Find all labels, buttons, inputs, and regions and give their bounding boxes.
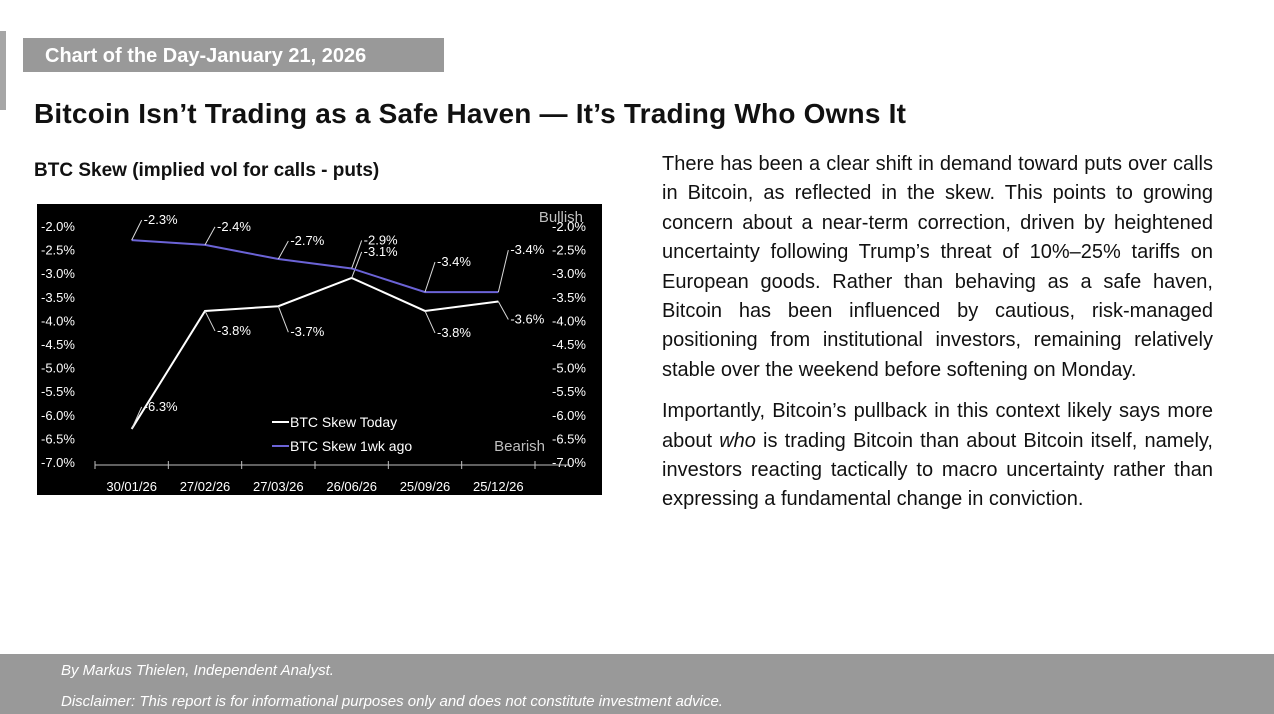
y-tick-right-2: -3.0%	[552, 266, 586, 281]
callout-leader-0-2	[277, 306, 289, 333]
y-tick-left-8: -6.0%	[41, 408, 75, 423]
y-tick-left-2: -3.0%	[41, 266, 75, 281]
chart-svg: -2.0% -2.0% -2.5% -2.5% -3.0% -3.0% -3.5% -3.5%…	[41, 209, 586, 494]
data-label-1-0: -2.3%	[144, 212, 178, 227]
y-tick-right-4: -4.0%	[552, 313, 586, 328]
data-label-1-2: -2.7%	[290, 233, 324, 248]
btc-skew-chart: -2.0% -2.0% -2.5% -2.5% -3.0% -3.0% -3.5% -3.5%…	[37, 204, 602, 495]
left-accent-bar	[0, 31, 6, 110]
commentary: There has been a clear shift in demand t…	[662, 150, 1213, 527]
disclaimer-line: Disclaimer: This report is for informati…	[61, 693, 723, 710]
data-label-1-4: -3.4%	[437, 254, 471, 269]
callout-leader-1-5	[497, 249, 509, 293]
callout-leader-0-3	[351, 251, 363, 279]
y-tick-left-6: -5.0%	[41, 361, 75, 376]
data-label-0-4: -3.8%	[437, 325, 471, 340]
callout-leader-1-4	[424, 261, 436, 293]
paragraph-2-tail: is trading Bitcoin than about Bitcoin it…	[662, 429, 1213, 511]
data-label-1-1: -2.4%	[217, 219, 251, 234]
y-tick-right-0: -2.0%	[552, 219, 586, 234]
legend-label-1: BTC Skew 1wk ago	[290, 438, 412, 454]
y-tick-left-10: -7.0%	[41, 455, 75, 470]
callout-leader-1-0	[131, 219, 143, 241]
x-tick-label-2: 27/03/26	[253, 479, 304, 494]
y-tick-right-7: -5.5%	[552, 384, 586, 399]
y-tick-right-6: -5.0%	[552, 361, 586, 376]
y-tick-right-3: -3.5%	[552, 290, 586, 305]
y-tick-left-5: -4.5%	[41, 337, 75, 352]
data-label-0-2: -3.7%	[290, 324, 324, 339]
y-tick-right-10: -7.0%	[552, 455, 586, 470]
bullish-annotation: Bullish	[539, 209, 583, 226]
paragraph-2-emphasis: who	[719, 429, 756, 452]
date-banner: Chart of the Day-January 21, 2026	[23, 38, 444, 72]
y-tick-left-0: -2.0%	[41, 219, 75, 234]
legend-label-0: BTC Skew Today	[290, 414, 397, 430]
y-tick-left-7: -5.5%	[41, 384, 75, 399]
y-tick-right-8: -6.0%	[552, 408, 586, 423]
chart-heading: BTC Skew (implied vol for calls - puts)	[34, 160, 380, 181]
y-tick-right-9: -6.5%	[552, 431, 586, 446]
data-label-1-5: -3.4%	[510, 242, 544, 257]
y-tick-left-3: -3.5%	[41, 290, 75, 305]
author-line: By Markus Thielen, Independent Analyst.	[61, 662, 334, 679]
series-line-0	[130, 276, 499, 430]
data-label-0-3: -3.1%	[364, 244, 398, 259]
x-tick-label-0: 30/01/26	[106, 479, 157, 494]
x-tick-label-5: 25/12/26	[473, 479, 524, 494]
data-label-0-1: -3.8%	[217, 323, 251, 338]
y-tick-right-5: -4.5%	[552, 337, 586, 352]
callout-leader-1-1	[204, 226, 216, 246]
commentary-paragraph-2: Importantly, Bitcoin’s pullback in this …	[662, 397, 1213, 515]
callout-leader-0-4	[424, 310, 436, 334]
y-tick-right-1: -2.5%	[552, 243, 586, 258]
paragraph-2-lead: Importantly, Bitcoin’s pullback in this …	[662, 400, 1213, 452]
callout-leader-1-3	[351, 240, 363, 269]
x-tick-label-3: 26/06/26	[326, 479, 377, 494]
bearish-annotation: Bearish	[494, 438, 545, 455]
callout-leader-0-1	[204, 310, 216, 332]
page-title: Bitcoin Isn’t Trading as a Safe Haven — …	[34, 98, 907, 129]
data-label-0-0: -6.3%	[144, 399, 178, 414]
callout-leader-1-2	[277, 240, 289, 260]
callout-leader-0-5	[497, 301, 509, 320]
y-tick-left-9: -6.5%	[41, 431, 75, 446]
callout-leader-0-0	[131, 406, 143, 430]
footer: By Markus Thielen, Independent Analyst. …	[0, 654, 1274, 714]
y-tick-left-1: -2.5%	[41, 243, 75, 258]
series-line-1	[131, 239, 499, 294]
y-tick-left-4: -4.0%	[41, 313, 75, 328]
commentary-paragraph-1: There has been a clear shift in demand t…	[662, 153, 1213, 381]
data-label-0-5: -3.6%	[510, 312, 544, 327]
x-tick-label-4: 25/09/26	[400, 479, 451, 494]
data-label-1-3: -2.9%	[364, 232, 398, 247]
x-tick-label-1: 27/02/26	[180, 479, 231, 494]
